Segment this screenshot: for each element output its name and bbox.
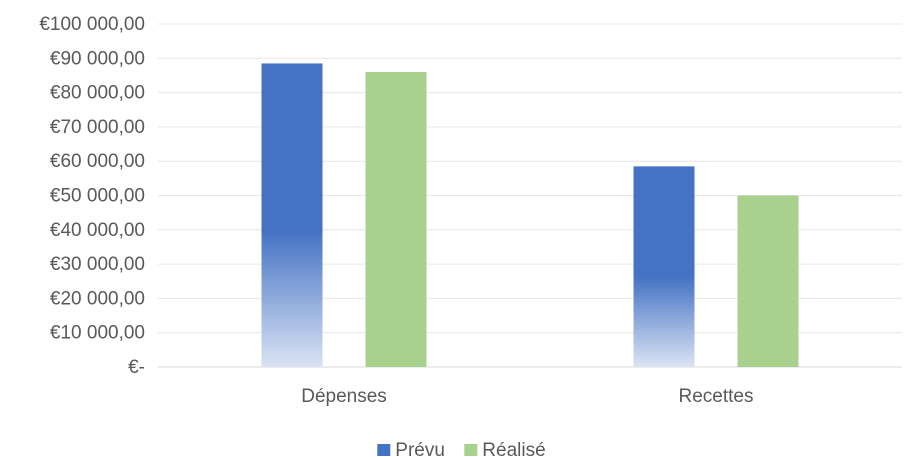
legend-label: Réalisé	[482, 440, 545, 457]
bar-prévu-dépenses	[261, 63, 323, 367]
bar-réalisé-dépenses	[365, 72, 427, 368]
y-tick-label: €60 000,00	[50, 151, 145, 172]
y-tick-label: €-	[128, 357, 145, 378]
legend-label: Prévu	[395, 440, 445, 457]
legend: Prévu Réalisé	[377, 440, 546, 457]
x-axis: Dépenses Recettes	[301, 386, 753, 407]
y-axis-tick-labels: €- €10 000,00 €20 000,00 €30 000,00 €40 000,…	[39, 14, 145, 378]
bar-prévu-recettes	[633, 166, 695, 367]
x-category-label: Recettes	[679, 386, 754, 407]
x-category-label: Dépenses	[301, 386, 387, 407]
legend-swatch-réalisé	[464, 444, 478, 456]
bars	[261, 63, 799, 368]
y-tick-label: €50 000,00	[50, 186, 145, 207]
y-tick-label: €80 000,00	[50, 83, 145, 104]
y-tick-label: €20 000,00	[50, 288, 145, 309]
legend-swatch-prévu	[377, 444, 391, 456]
y-tick-label: €70 000,00	[50, 117, 145, 138]
y-tick-label: €10 000,00	[50, 323, 145, 344]
y-tick-label: €30 000,00	[50, 254, 145, 275]
y-tick-label: €100 000,00	[39, 14, 145, 35]
y-tick-label: €40 000,00	[50, 220, 145, 241]
bar-réalisé-recettes	[737, 195, 799, 367]
y-tick-label: €90 000,00	[50, 48, 145, 69]
